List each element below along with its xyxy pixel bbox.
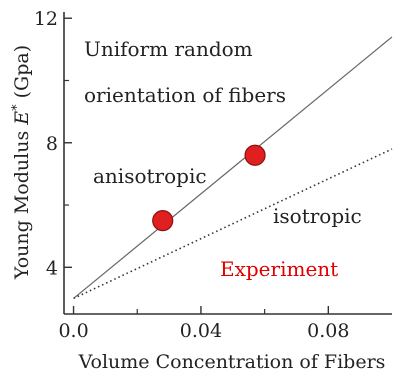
annotation-orientation: orientation of fibers <box>84 83 286 107</box>
series-line-anisotropic <box>73 36 393 299</box>
annotation-anisotropic: anisotropic <box>93 164 207 188</box>
y-tick-label: 4 <box>46 257 58 279</box>
y-tick-label: 8 <box>46 133 58 155</box>
annotation-isotropic: isotropic <box>273 204 362 228</box>
x-tick-label: 0.04 <box>180 320 222 342</box>
x-tick-label: 0.0 <box>58 320 88 342</box>
x-axis-title: Volume Concentration of Fibers <box>78 351 386 373</box>
axes <box>63 12 392 315</box>
experiment-point <box>152 209 174 232</box>
experiment-point <box>244 144 266 166</box>
annotation-experiment: Experiment <box>220 257 338 281</box>
series <box>73 36 393 300</box>
y-ticks: 4 8 12 <box>34 8 72 279</box>
x-tick-label: 0.08 <box>307 320 349 342</box>
y-axis-title: Young Modulus E* (Gpa) <box>10 45 34 280</box>
y-tick-label: 12 <box>34 8 58 30</box>
experiment-points <box>152 144 266 232</box>
x-ticks: 0.0 0.04 0.08 <box>58 306 349 342</box>
series-line-isotropic <box>73 148 393 300</box>
annotation-uniform-random: Uniform random <box>84 37 253 61</box>
